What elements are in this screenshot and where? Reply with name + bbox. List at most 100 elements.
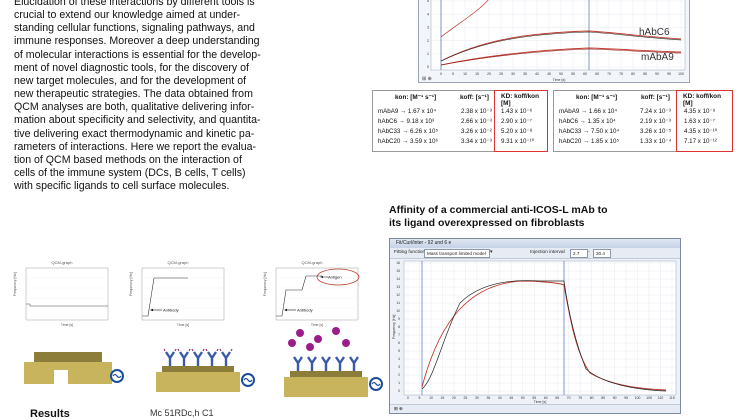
x-tick-label: 100 [678, 72, 684, 76]
row-kd: 5.20 x 10⁻⁸ [501, 128, 533, 135]
mini-chart-xlabel: Time [s] [311, 323, 323, 327]
header-kon: kon: [M⁻¹ s⁻¹] [576, 94, 618, 101]
y-tick-label: 6 [398, 341, 400, 345]
intro-line: mation about specificity and selectivity… [14, 114, 261, 127]
y-tick-label: 10 [396, 309, 400, 313]
row-kd: 4.35 x 10⁻¹⁰ [684, 128, 718, 135]
y-tick-label: 0 [427, 65, 429, 69]
x-tick-label: 115 [669, 396, 675, 400]
x-tick-label: 80 [631, 72, 635, 76]
x-tick-label: 55 [571, 72, 575, 76]
antigen-highlight-ring [316, 268, 360, 286]
x-tick-label: 90 [613, 396, 617, 400]
x-tick-label: 65 [595, 72, 599, 76]
x-tick-label: 5 [419, 396, 421, 400]
mini-chart-title: QCM-graph [52, 260, 73, 265]
x-tick-label: 85 [643, 72, 647, 76]
x-tick-label: 90 [655, 72, 659, 76]
x-tick-label: 60 [583, 72, 587, 76]
chevron-down-icon[interactable]: ▾ [490, 250, 493, 255]
row-koff: 2.38 x 10⁻³ [461, 108, 492, 115]
fitting-function-select[interactable]: Mass transport limited model [424, 249, 490, 258]
x-tick-label: 55 [532, 396, 536, 400]
row-kd: 1.43 x 10⁻⁶ [501, 108, 533, 115]
row-koff: 3.26 x 10⁻⁵ [640, 128, 672, 135]
top-chart-xlabel: Time [s] [553, 78, 566, 82]
mini-chart-title: QCM-graph [302, 260, 323, 265]
header-koff: koff: [s⁻¹] [641, 94, 670, 101]
x-tick-label: 5 [452, 72, 454, 76]
intro-line: with specific ligands to cell surface mo… [14, 180, 230, 193]
y-tick-label: 4 [398, 357, 400, 361]
fit-chart-ylabel: Frequency [Hz] [392, 315, 396, 339]
y-tick-label: 14 [396, 277, 400, 281]
mini-chart-xlabel: Time [s] [177, 323, 189, 327]
row-kd: 9.31 x 10⁻¹⁰ [501, 138, 535, 145]
intro-line: rameters of interactions. Here we report… [14, 140, 257, 153]
row-koff: 2.19 x 10⁻³ [640, 118, 671, 125]
y-tick-label: 5 [427, 0, 429, 3]
antibody-icons [165, 351, 231, 366]
series-label-hAbC6: hAbC6 [639, 27, 670, 38]
qcm-graph-3: QCM-graph Antigen Antibody Frequency [Hz… [263, 260, 360, 327]
fitting-function-label: Fitting function [394, 250, 426, 255]
x-tick-label: 95 [624, 396, 628, 400]
antigen-icons [288, 327, 350, 351]
y-tick-label: 13 [396, 285, 400, 289]
kd-highlight-box [676, 90, 733, 152]
mini-chart-trace [142, 277, 188, 317]
y-tick-label: 4 [427, 12, 429, 16]
row-kon: hAbC20 → 3.59 x 10⁶ [378, 138, 438, 145]
intro-line: tive delivering exact thermodynamic and … [14, 127, 255, 140]
window-titlebar: Fit/Curl/inter - 92 und 6 e [390, 239, 680, 248]
intro-line: crucial to extend our knowledge aimed at… [14, 9, 241, 22]
header-koff: koff: [s⁻¹] [460, 94, 489, 101]
x-tick-label: 95 [667, 72, 671, 76]
x-tick-label: 25 [499, 72, 503, 76]
sensor-illustration-antigen [284, 327, 383, 397]
curve-upper-fit [440, 0, 489, 38]
header-kon: kon: [M⁻¹ s⁻¹] [395, 94, 437, 101]
y-tick-label: 1 [398, 381, 400, 385]
zoom-tool-icon[interactable]: ⊞ ⊕ [422, 76, 432, 82]
y-tick-label: 11 [396, 301, 400, 305]
intro-line: new target molecules, and for the develo… [14, 74, 247, 87]
affinity-heading-line: its ligand overexpressed on fibroblasts [389, 217, 585, 229]
affinity-heading-line: Affinity of a commercial anti-ICOS-L mAb… [389, 204, 608, 216]
y-tick-label: 3 [427, 26, 429, 30]
y-tick-label: 7 [398, 333, 400, 337]
results-note: Mc 51RDc,h C1 [150, 408, 214, 418]
x-tick-label: 45 [547, 72, 551, 76]
mini-chart-ylabel: Frequency [Hz] [263, 272, 267, 296]
intro-line: new therapeutic strategies. The data obt… [14, 88, 253, 101]
intro-line: of molecular interactions is essential f… [14, 48, 261, 61]
zoom-tool-icon[interactable]: ⊞ ⊕ [394, 406, 403, 411]
fit-chart-xlabel: Time [s] [534, 400, 547, 404]
intro-line: QCM analyses are both, qualitative deliv… [14, 101, 255, 114]
x-tick-label: 30 [475, 396, 479, 400]
x-tick-label: 0 [440, 72, 442, 76]
intro-line: ment of novel diagnostic tools, for the … [14, 61, 249, 74]
x-tick-label: 70 [607, 72, 611, 76]
x-tick-label: 50 [521, 396, 525, 400]
row-kon: mAbA9 → 1.66 x 10⁴ [559, 108, 618, 115]
header-kd: KD: koff/kon [M] [683, 93, 721, 107]
x-tick-label: 75 [578, 396, 582, 400]
sensor-illustration-blank [24, 352, 124, 384]
intro-line: tion of QCM based methods on the interac… [14, 153, 242, 166]
injection-from-input[interactable]: 2.7 [570, 249, 588, 258]
x-tick-label: 45 [509, 396, 513, 400]
injection-interval-label: Injection interval [530, 250, 565, 255]
x-tick-label: 40 [535, 72, 539, 76]
antibody-label: Antibody [163, 307, 179, 312]
curve-hAbC6-data [440, 31, 682, 62]
injection-to-input[interactable]: 30.4 [593, 249, 611, 258]
mini-chart-ylabel: Frequency [Hz] [13, 272, 17, 296]
y-tick-label: 8 [398, 325, 400, 329]
qcm-graph-2: QCM-graph Antibody Frequency [Hz] Time [… [129, 260, 225, 327]
row-koff: 7.24 x 10⁻³ [640, 108, 671, 115]
row-koff: 3.34 x 10⁻³ [461, 138, 492, 145]
y-tick-label: 15 [396, 269, 400, 273]
results-heading: Results [30, 408, 70, 420]
